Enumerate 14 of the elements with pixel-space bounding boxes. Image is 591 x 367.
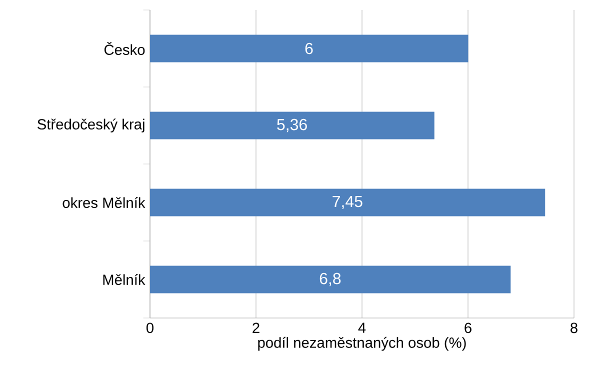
data-label: 7,45 <box>332 196 362 210</box>
data-label: 6,8 <box>320 272 341 286</box>
x-tick-label: 8 <box>570 322 578 334</box>
x-tick-label: 6 <box>464 322 472 334</box>
x-tick-label: 0 <box>146 322 154 334</box>
x-tick-label: 4 <box>358 322 366 333</box>
data-label: 6 <box>305 42 313 54</box>
y-tick-label: okres Mělník <box>62 197 146 208</box>
y-tick-label: Česko <box>104 42 145 55</box>
data-label: 5,36 <box>277 118 307 132</box>
y-tick-label: Středočeský kraj <box>38 118 144 132</box>
x-axis-title: podíl nezaměstnaných osob (%) <box>258 336 466 351</box>
x-tick-label: 2 <box>252 322 260 333</box>
y-tick-label: Mělník <box>103 274 146 285</box>
